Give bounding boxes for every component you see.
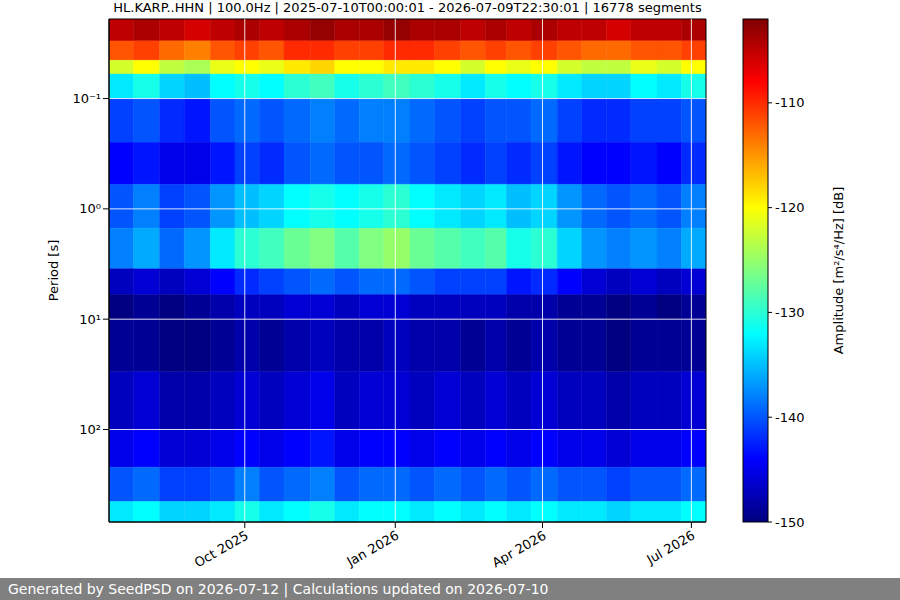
- svg-text:10⁻¹: 10⁻¹: [72, 91, 101, 106]
- svg-text:Oct 2025: Oct 2025: [192, 528, 251, 571]
- svg-text:Jul 2026: Jul 2026: [643, 528, 697, 568]
- svg-text:10⁰: 10⁰: [79, 201, 101, 216]
- svg-text:Amplitude [m²/s⁴/Hz] [dB]: Amplitude [m²/s⁴/Hz] [dB]: [831, 187, 846, 355]
- svg-text:Generated by SeedPSD on 2026-0: Generated by SeedPSD on 2026-07-12 | Cal…: [8, 581, 549, 598]
- svg-text:Period [s]: Period [s]: [46, 240, 61, 302]
- svg-text:10¹: 10¹: [79, 312, 101, 327]
- svg-text:-140: -140: [775, 410, 805, 425]
- svg-text:10²: 10²: [79, 422, 101, 437]
- svg-text:-110: -110: [775, 95, 805, 110]
- html-text:HL.KARP..HHN | 100.0Hz | 2025-: HL.KARP..HHN | 100.0Hz | 2025-07-10T00:0…: [113, 0, 702, 15]
- svg-text:-130: -130: [775, 305, 805, 320]
- svg-text:Jan 2026: Jan 2026: [343, 528, 401, 570]
- svg-text:-120: -120: [775, 200, 805, 215]
- svg-text:-150: -150: [775, 515, 805, 530]
- svg-text:Apr 2026: Apr 2026: [489, 528, 548, 571]
